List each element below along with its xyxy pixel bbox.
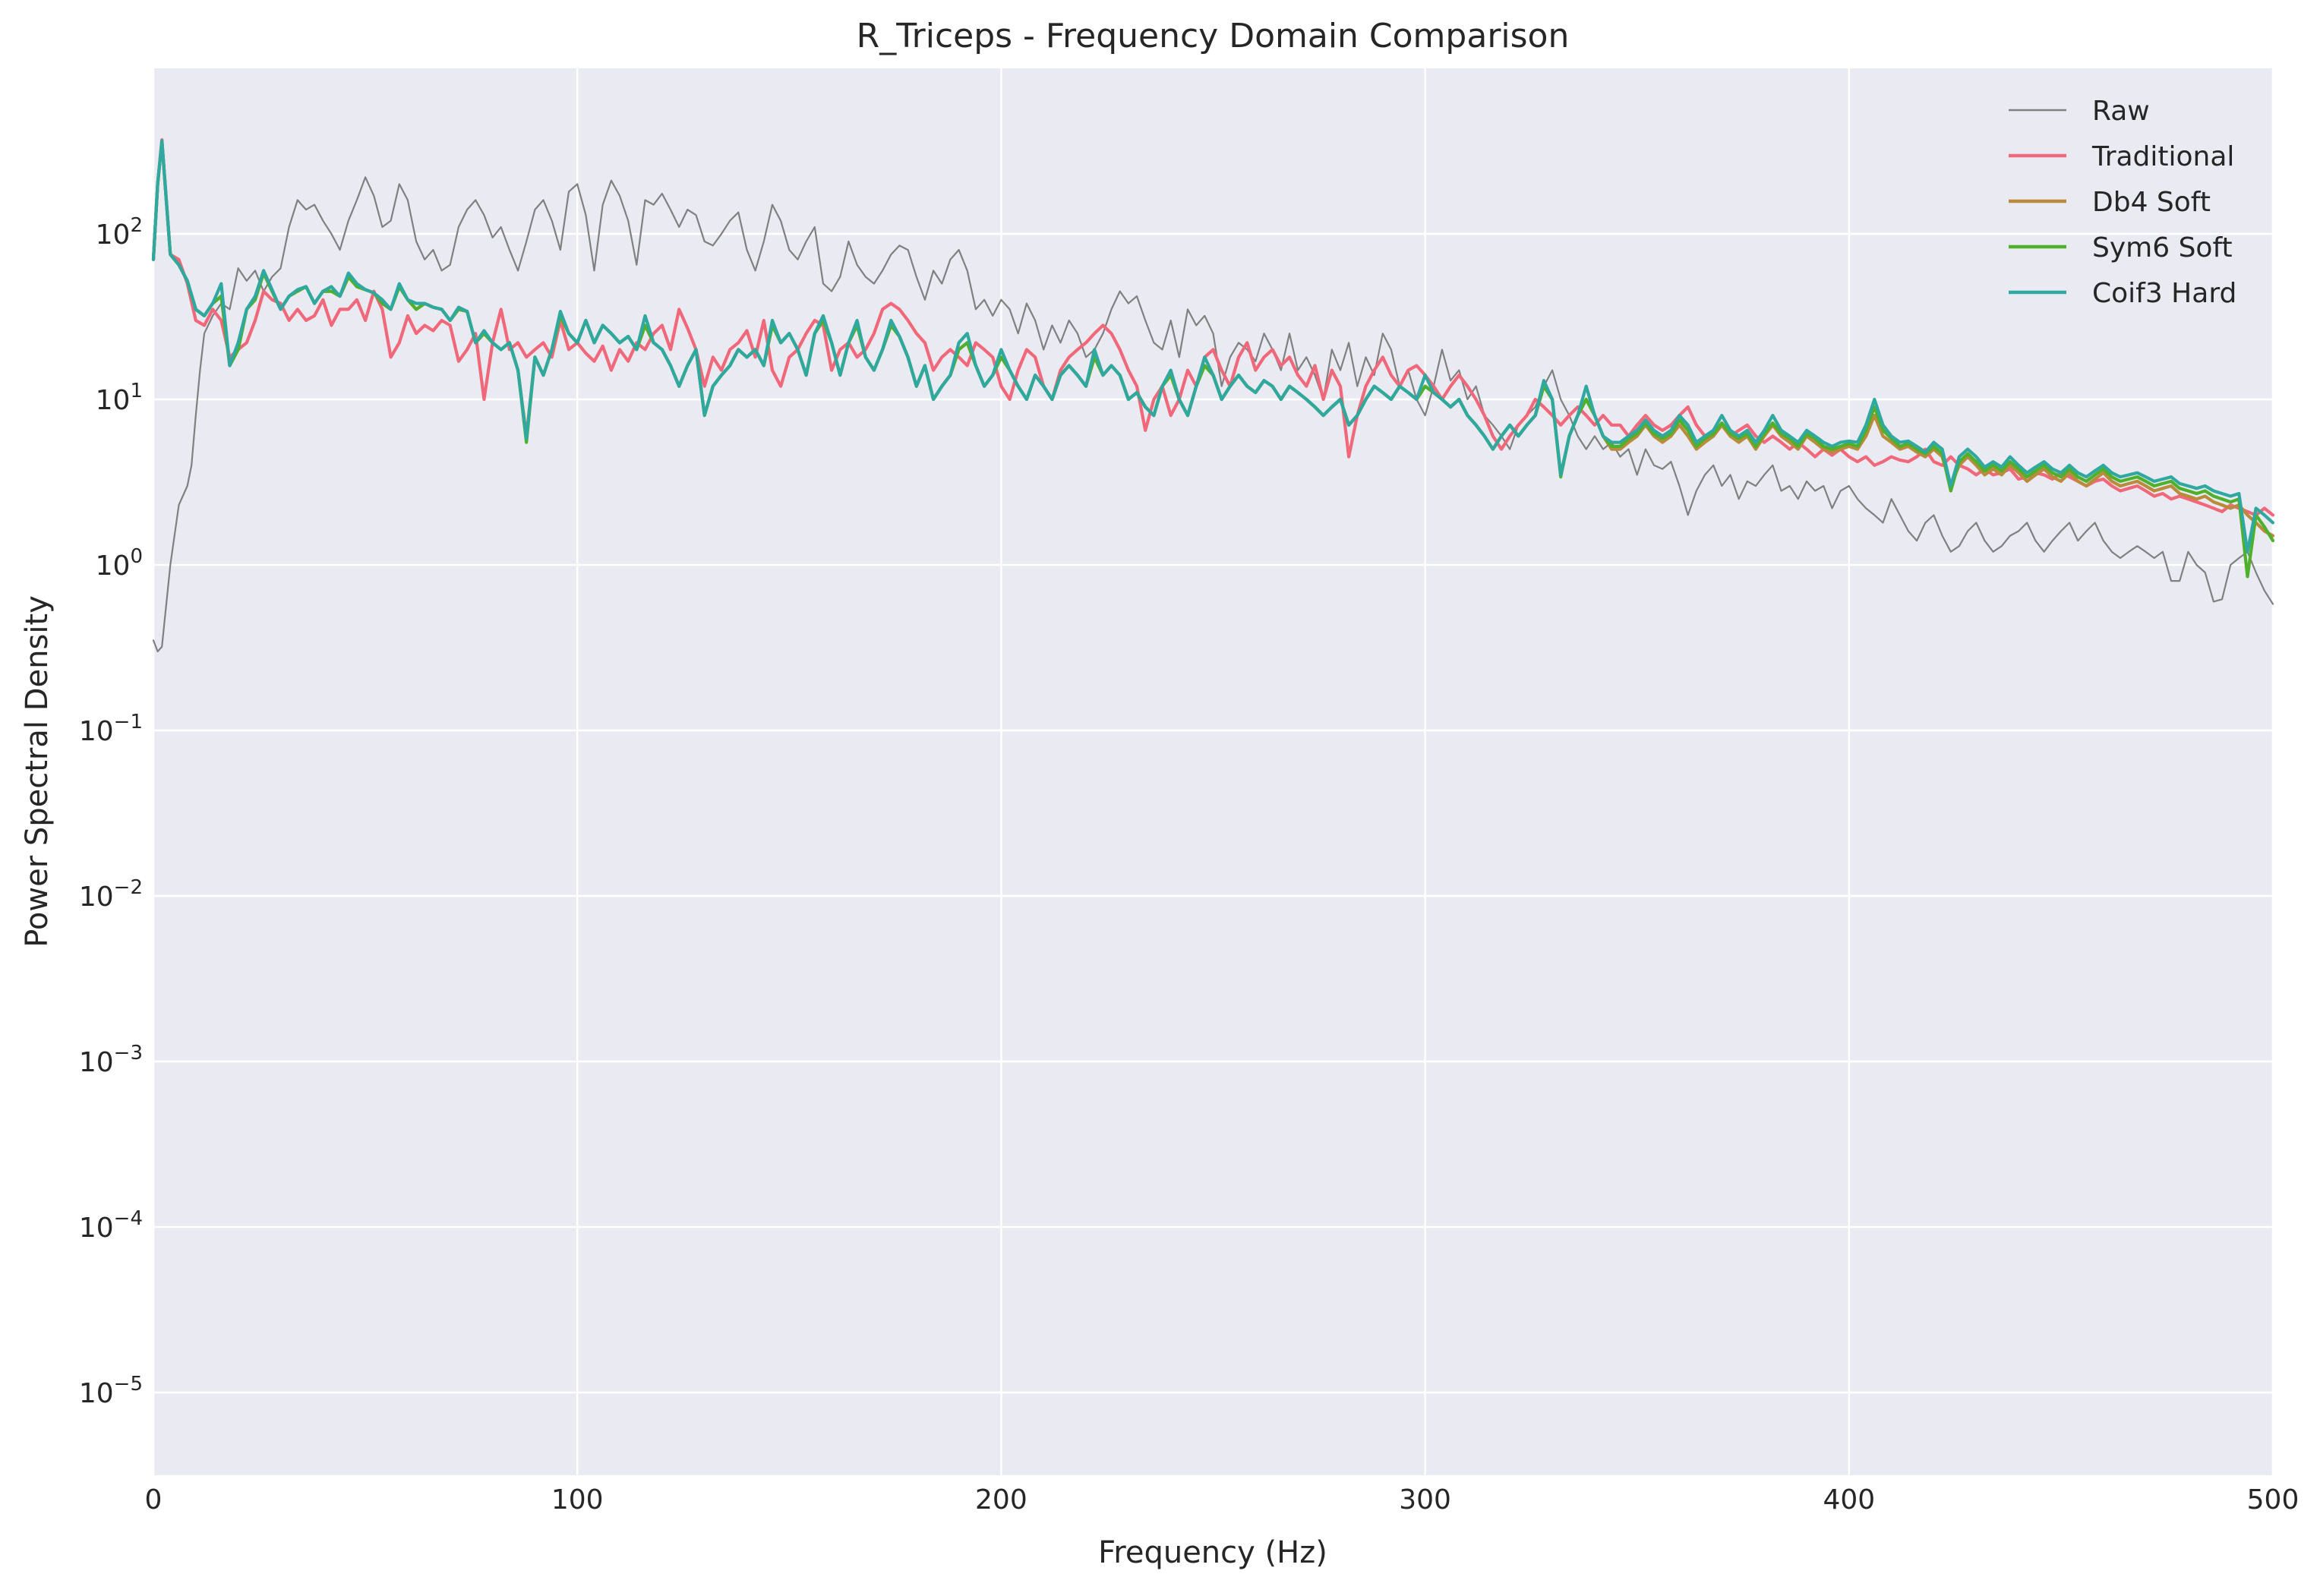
x-axis-label: Frequency (Hz) bbox=[1098, 1535, 1327, 1570]
series-line-raw bbox=[152, 176, 2274, 653]
series-layer bbox=[151, 138, 2275, 653]
y-axis-label: Power Spectral Density bbox=[20, 595, 55, 948]
y-tick-exponent: −3 bbox=[114, 1042, 143, 1065]
series-line-coif3-hard bbox=[151, 139, 2275, 554]
y-tick-label: 10−4 bbox=[79, 1207, 143, 1244]
y-tick-exponent: −1 bbox=[114, 711, 143, 733]
legend-label-traditional: Traditional bbox=[2091, 141, 2234, 172]
y-tick-exponent: 0 bbox=[130, 545, 143, 568]
y-tick-exponent: −4 bbox=[114, 1207, 143, 1230]
y-tick-label: 101 bbox=[96, 380, 143, 416]
legend-label-db4-soft: Db4 Soft bbox=[2092, 187, 2211, 218]
y-tick-base: 10 bbox=[79, 716, 114, 747]
y-tick-exponent: −5 bbox=[114, 1373, 143, 1396]
y-tick-base: 10 bbox=[96, 550, 131, 582]
plot-area-background bbox=[153, 68, 2273, 1475]
legend-label-sym6-soft: Sym6 Soft bbox=[2092, 232, 2233, 263]
x-axis-ticks: 0 100 200 300 400 500 bbox=[145, 1484, 2299, 1516]
x-tick-label: 200 bbox=[975, 1484, 1027, 1516]
y-tick-exponent: 1 bbox=[130, 380, 143, 402]
chart-title: R_Triceps - Frequency Domain Comparison bbox=[857, 17, 1570, 55]
series-line-traditional bbox=[151, 138, 2275, 517]
x-tick-label: 100 bbox=[551, 1484, 604, 1516]
x-tick-label: 0 bbox=[145, 1484, 163, 1516]
y-tick-base: 10 bbox=[79, 882, 114, 913]
y-tick-exponent: −2 bbox=[114, 876, 143, 899]
y-tick-base: 10 bbox=[79, 1213, 114, 1244]
y-tick-base: 10 bbox=[96, 219, 131, 251]
grid-lines bbox=[152, 68, 2274, 1475]
legend: Raw Traditional Db4 Soft Sym6 Soft Coif3 Har… bbox=[2009, 96, 2236, 309]
y-tick-label: 10−1 bbox=[79, 711, 143, 747]
x-tick-label: 300 bbox=[1399, 1484, 1451, 1516]
y-tick-base: 10 bbox=[79, 1378, 114, 1409]
y-tick-label: 10−3 bbox=[79, 1042, 143, 1078]
legend-label-coif3-hard: Coif3 Hard bbox=[2092, 278, 2236, 309]
y-tick-label: 100 bbox=[96, 545, 143, 582]
y-tick-label: 10−5 bbox=[79, 1373, 143, 1409]
legend-label-raw: Raw bbox=[2092, 96, 2150, 127]
x-tick-label: 400 bbox=[1823, 1484, 1875, 1516]
y-tick-base: 10 bbox=[96, 385, 131, 416]
y-tick-label: 102 bbox=[96, 214, 143, 251]
y-tick-label: 10−2 bbox=[79, 876, 143, 913]
x-tick-label: 500 bbox=[2247, 1484, 2299, 1516]
y-tick-exponent: 2 bbox=[130, 214, 143, 237]
y-tick-base: 10 bbox=[79, 1047, 114, 1078]
